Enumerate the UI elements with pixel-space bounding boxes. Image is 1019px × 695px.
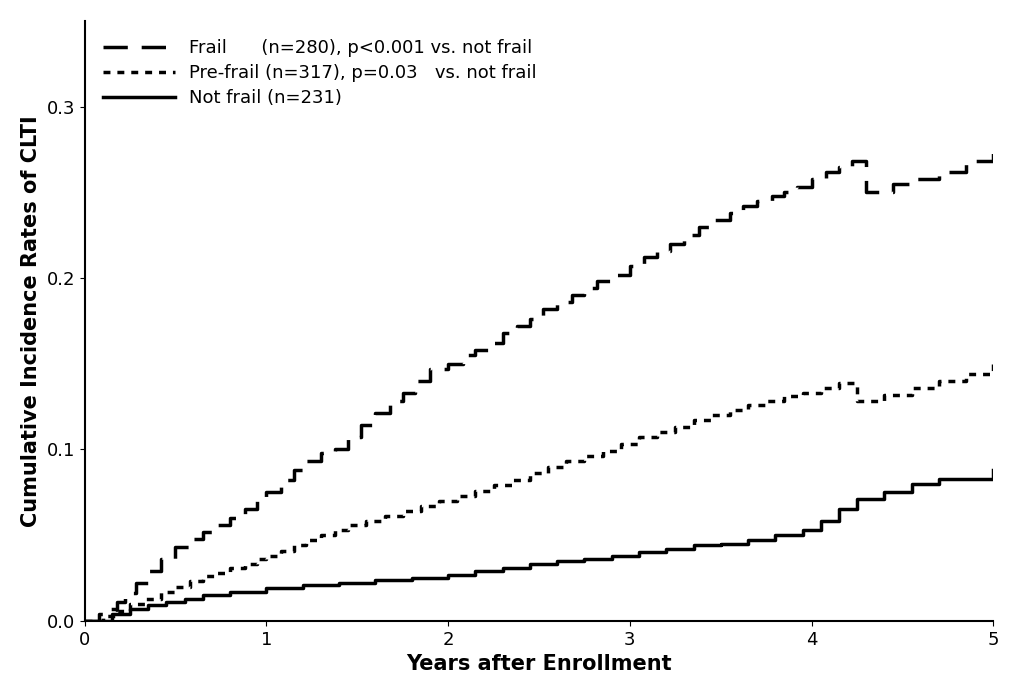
Frail      (n=280), p<0.001 vs. not frail: [169, 543, 181, 551]
Not frail (n=231): [632, 548, 644, 557]
Legend: Frail      (n=280), p<0.001 vs. not frail, Pre-frail (n=317), p=0.03   vs. not f: Frail (n=280), p<0.001 vs. not frail, Pr…: [94, 30, 545, 116]
Frail      (n=280), p<0.001 vs. not frail: [624, 262, 636, 270]
Pre-frail (n=317), p=0.03   vs. not frail: [559, 457, 572, 466]
Not frail (n=231): [986, 466, 999, 474]
Not frail (n=231): [469, 567, 481, 575]
Not frail (n=231): [160, 598, 172, 606]
Pre-frail (n=317), p=0.03   vs. not frail: [596, 447, 608, 455]
Not frail (n=231): [741, 536, 753, 544]
Pre-frail (n=317), p=0.03   vs. not frail: [986, 359, 999, 368]
Not frail (n=231): [832, 505, 844, 514]
Pre-frail (n=317), p=0.03   vs. not frail: [832, 378, 844, 386]
Not frail (n=231): [796, 526, 808, 534]
Pre-frail (n=317), p=0.03   vs. not frail: [274, 546, 286, 555]
Not frail (n=231): [524, 560, 536, 569]
Y-axis label: Cumulative Incidence Rates of CLTI: Cumulative Incidence Rates of CLTI: [20, 115, 41, 527]
Not frail (n=231): [369, 575, 381, 584]
Not frail (n=231): [496, 564, 508, 572]
Pre-frail (n=317), p=0.03   vs. not frail: [723, 406, 736, 414]
Not frail (n=231): [124, 605, 137, 613]
Not frail (n=231): [260, 584, 272, 592]
Frail      (n=280), p<0.001 vs. not frail: [482, 339, 494, 348]
Line: Pre-frail (n=317), p=0.03   vs. not frail: Pre-frail (n=317), p=0.03 vs. not frail: [85, 363, 993, 621]
Not frail (n=231): [687, 541, 699, 550]
Pre-frail (n=317), p=0.03   vs. not frail: [541, 462, 553, 471]
Not frail (n=231): [78, 616, 91, 625]
Not frail (n=231): [142, 601, 154, 610]
Not frail (n=231): [931, 475, 944, 483]
Not frail (n=231): [714, 539, 727, 548]
Not frail (n=231): [332, 579, 344, 587]
Not frail (n=231): [297, 581, 309, 589]
Not frail (n=231): [850, 495, 862, 503]
Frail      (n=280), p<0.001 vs. not frail: [605, 270, 618, 279]
Not frail (n=231): [605, 552, 618, 560]
Not frail (n=231): [197, 591, 209, 599]
Pre-frail (n=317), p=0.03   vs. not frail: [78, 616, 91, 625]
Not frail (n=231): [224, 587, 236, 596]
Not frail (n=231): [550, 557, 562, 565]
Not frail (n=231): [659, 545, 672, 553]
Not frail (n=231): [406, 574, 418, 582]
Line: Frail      (n=280), p<0.001 vs. not frail: Frail (n=280), p<0.001 vs. not frail: [85, 149, 993, 621]
Not frail (n=231): [814, 517, 826, 525]
Not frail (n=231): [178, 594, 191, 603]
Not frail (n=231): [905, 480, 917, 488]
Not frail (n=231): [441, 571, 453, 579]
Frail      (n=280), p<0.001 vs. not frail: [536, 304, 548, 313]
Frail      (n=280), p<0.001 vs. not frail: [409, 377, 421, 385]
X-axis label: Years after Enrollment: Years after Enrollment: [406, 654, 672, 674]
Not frail (n=231): [768, 531, 781, 539]
Not frail (n=231): [106, 610, 118, 618]
Not frail (n=231): [578, 555, 590, 564]
Line: Not frail (n=231): Not frail (n=231): [85, 470, 993, 621]
Frail      (n=280), p<0.001 vs. not frail: [986, 145, 999, 154]
Frail      (n=280), p<0.001 vs. not frail: [78, 616, 91, 625]
Not frail (n=231): [877, 488, 890, 496]
